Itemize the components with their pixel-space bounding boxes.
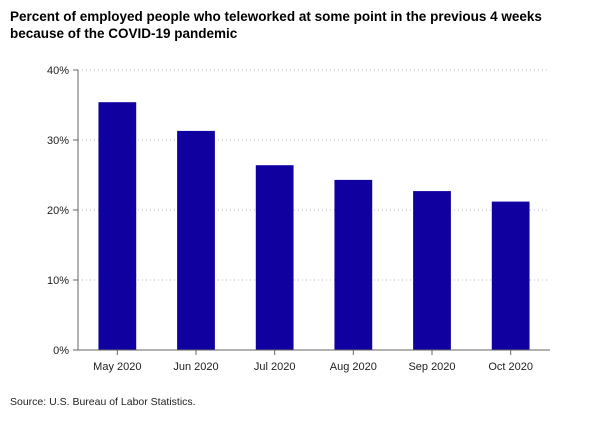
x-tick-label: Jun 2020 bbox=[173, 361, 218, 373]
gridlines bbox=[78, 69, 550, 281]
y-tick-label: 30% bbox=[47, 135, 69, 147]
y-tick-label: 20% bbox=[47, 205, 69, 217]
bar bbox=[491, 201, 530, 350]
x-tick-label: Oct 2020 bbox=[488, 361, 533, 373]
bar bbox=[98, 102, 137, 350]
y-tick-label: 0% bbox=[53, 345, 69, 357]
bar bbox=[255, 165, 294, 350]
x-tick-label: Jul 2020 bbox=[254, 361, 296, 373]
source-note: Source: U.S. Bureau of Labor Statistics. bbox=[10, 396, 196, 408]
tick-labels: 0% 10% 20% 30% 40% May 2020 Jun 2020 Jul 2020 Au… bbox=[47, 65, 533, 373]
x-tick-label: May 2020 bbox=[93, 361, 141, 373]
bar bbox=[334, 179, 373, 350]
chart-title: Percent of employed people who teleworke… bbox=[10, 9, 542, 41]
bar bbox=[177, 130, 215, 350]
bar bbox=[413, 191, 451, 350]
y-tick-label: 40% bbox=[47, 65, 69, 77]
y-tick-label: 10% bbox=[47, 275, 69, 287]
x-tick-label: Sep 2020 bbox=[408, 361, 455, 373]
x-tick-label: Aug 2020 bbox=[330, 361, 377, 373]
axes bbox=[73, 69, 550, 355]
bars bbox=[98, 102, 530, 350]
